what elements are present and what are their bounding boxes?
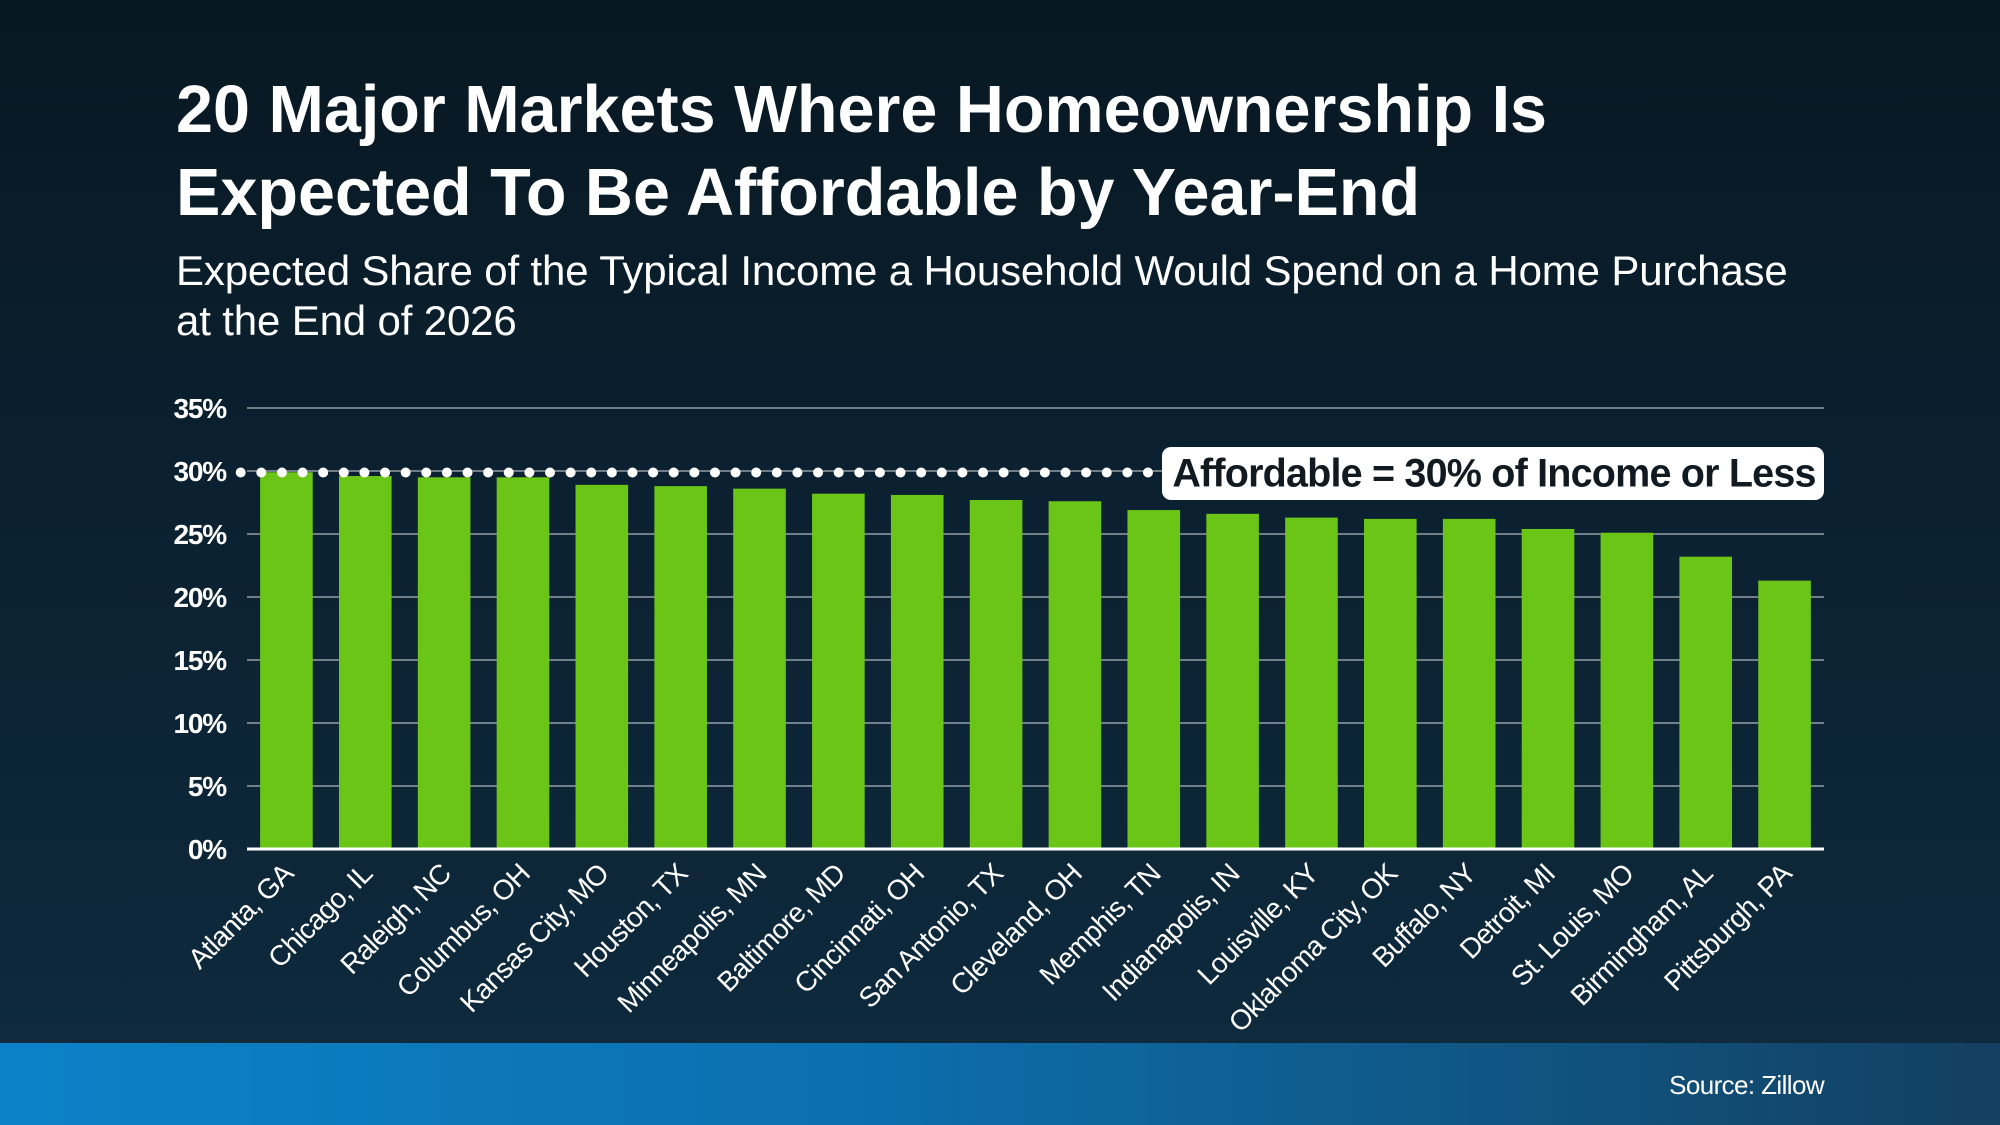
svg-text:0%: 0% — [188, 834, 227, 865]
svg-text:20%: 20% — [174, 582, 228, 613]
svg-text:Expected To Be Affordable by Y: Expected To Be Affordable by Year-End — [176, 156, 1420, 230]
svg-text:5%: 5% — [188, 771, 227, 802]
svg-text:25%: 25% — [174, 519, 228, 550]
svg-text:Expected Share of the Typical: Expected Share of the Typical Income a H… — [176, 247, 1788, 294]
svg-text:30%: 30% — [174, 456, 228, 487]
svg-text:at the End of 2026: at the End of 2026 — [176, 297, 517, 344]
svg-text:20 Major Markets Where Homeown: 20 Major Markets Where Homeownership Is — [176, 73, 1547, 147]
svg-text:Affordable = 30% of Income or: Affordable = 30% of Income or Less — [1172, 452, 1815, 496]
svg-text:15%: 15% — [174, 645, 228, 676]
svg-text:10%: 10% — [174, 708, 228, 739]
svg-text:35%: 35% — [174, 393, 228, 424]
svg-text:Source: Zillow: Source: Zillow — [1669, 1070, 1825, 1100]
